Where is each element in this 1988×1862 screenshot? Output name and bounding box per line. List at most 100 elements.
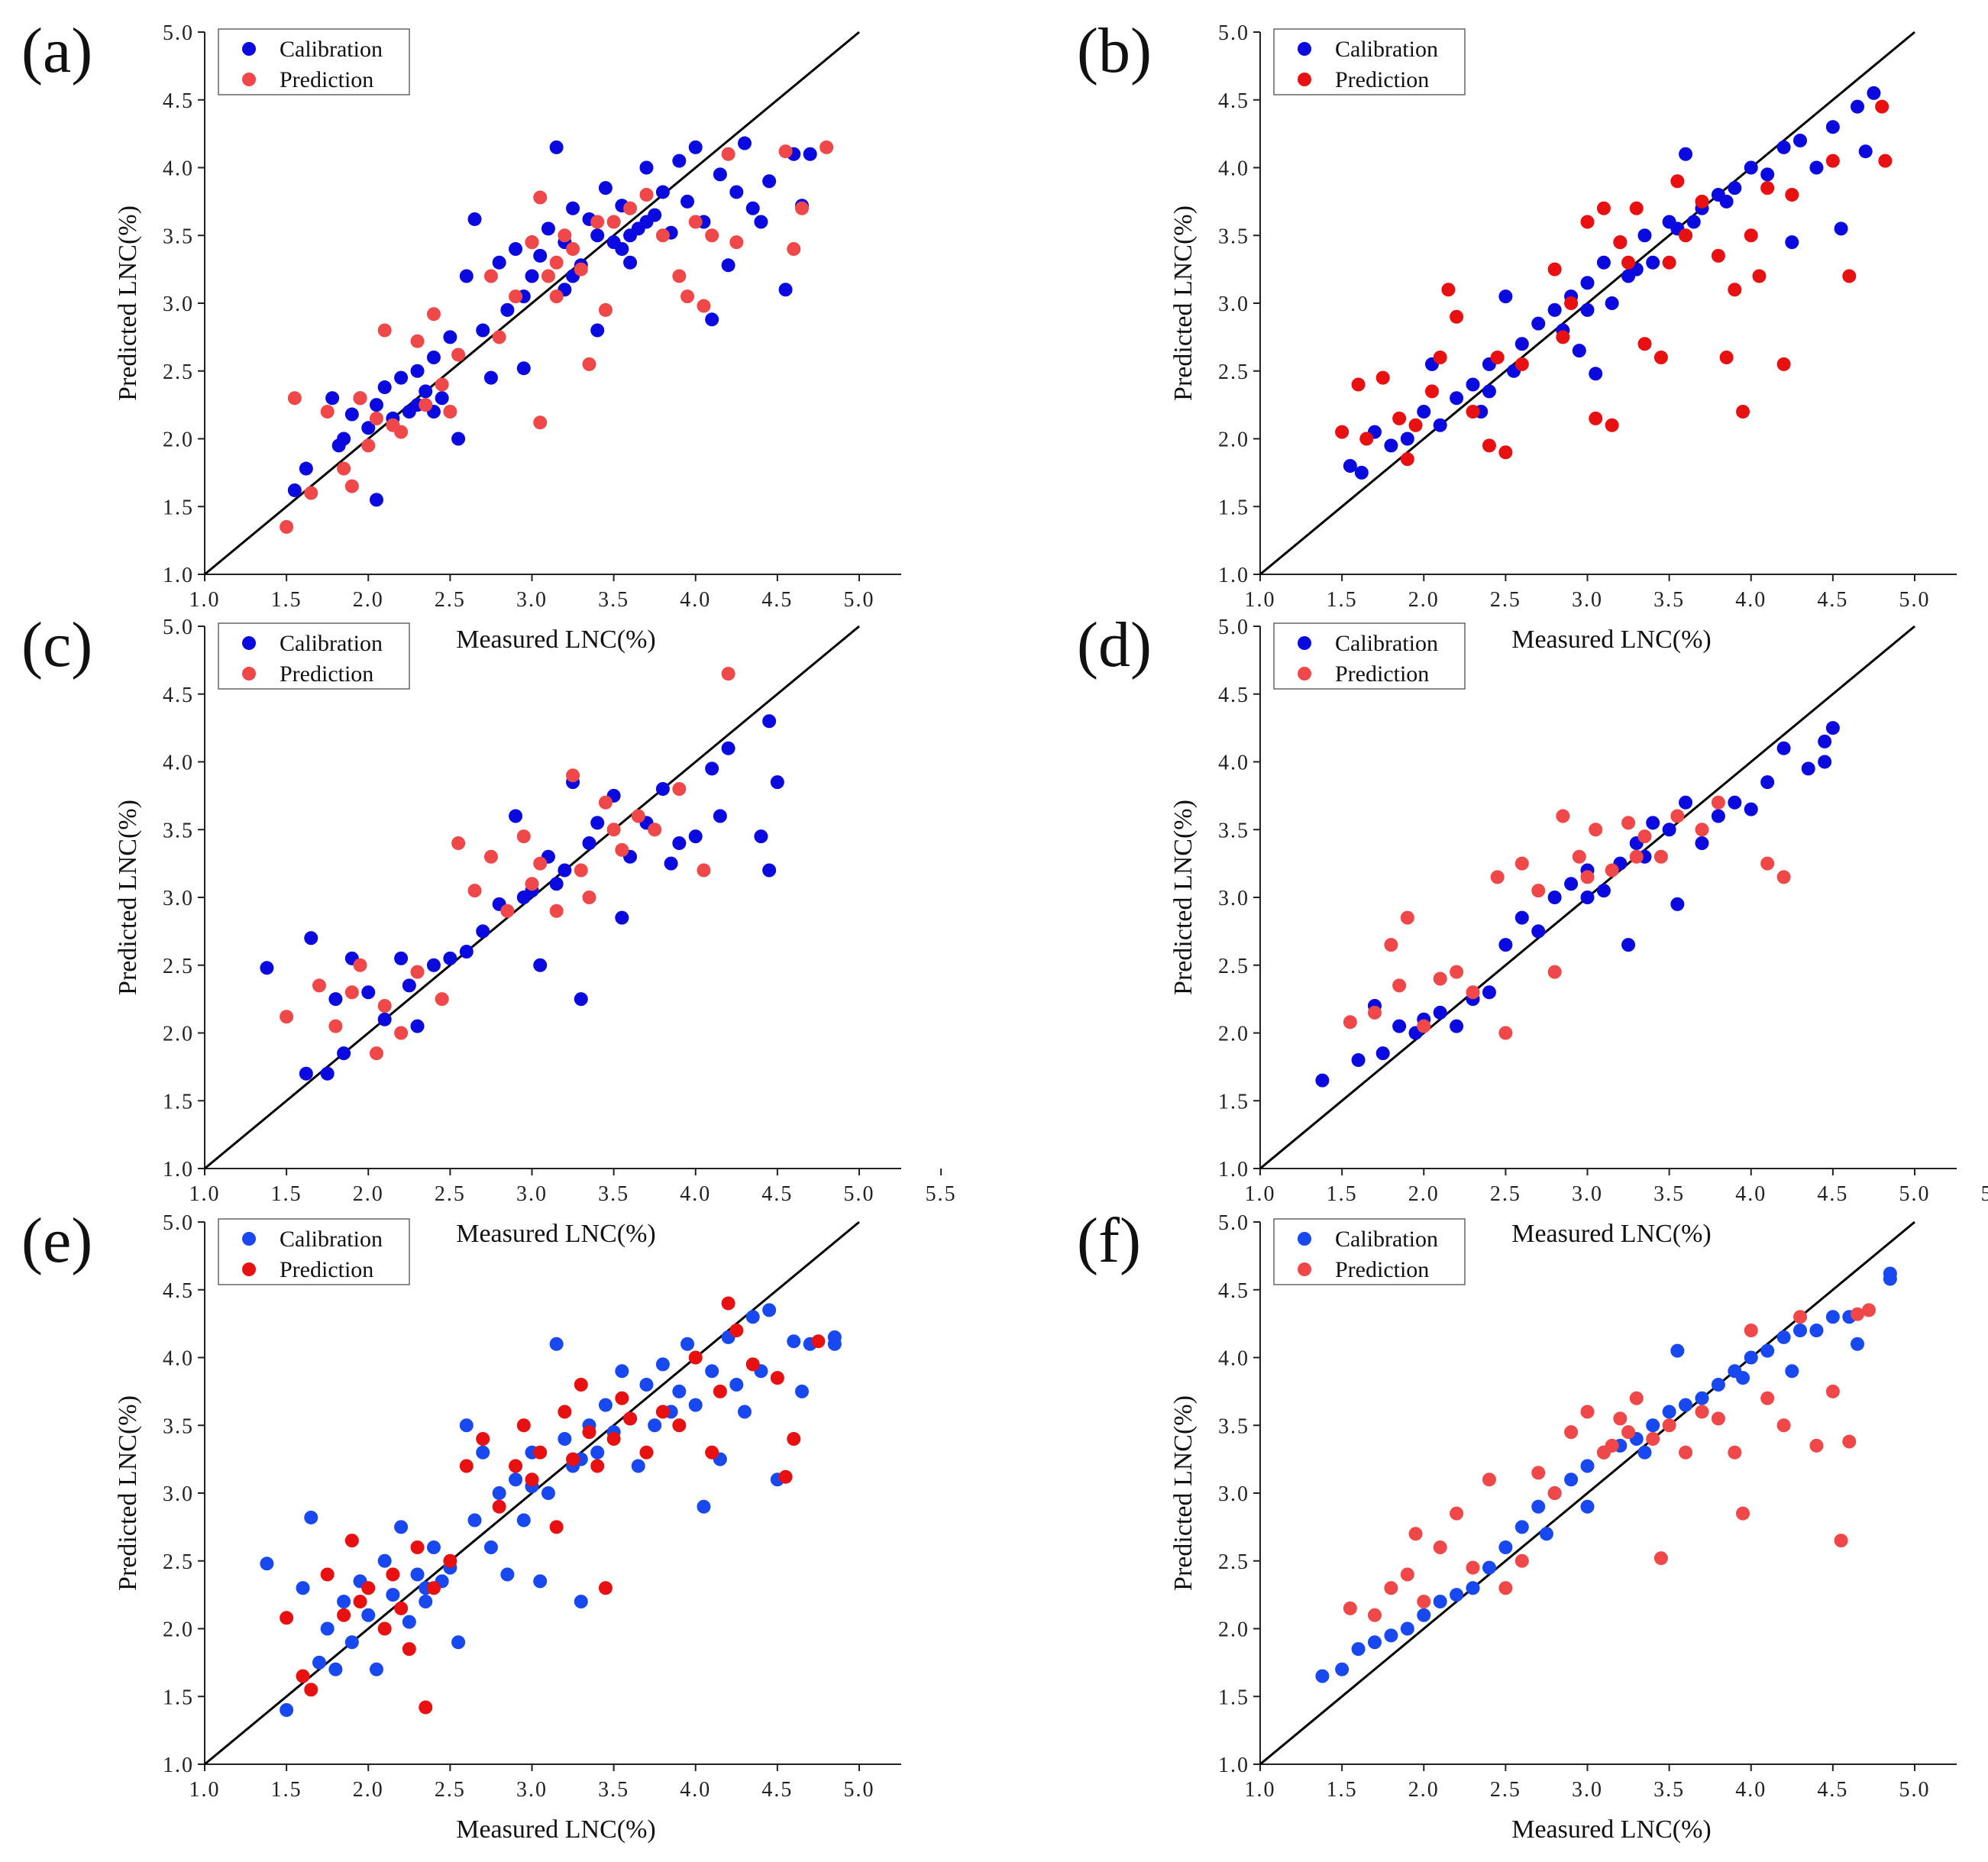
x-tick-label: 3.5	[1653, 588, 1685, 612]
prediction-point	[337, 1608, 351, 1622]
calibration-point	[451, 432, 466, 446]
prediction-point	[770, 1371, 784, 1385]
x-tick-label: 1.5	[271, 1182, 302, 1206]
calibration-point	[1315, 1073, 1330, 1088]
calibration-point	[1580, 1459, 1595, 1473]
prediction-point	[745, 1357, 760, 1372]
panel-label: (e)	[21, 1205, 92, 1276]
x-tick-label: 1.5	[271, 1778, 302, 1802]
calibration-point	[1711, 809, 1725, 823]
y-tick-label: 4.5	[163, 89, 194, 113]
prediction-point	[606, 823, 621, 837]
calibration-point	[361, 1608, 376, 1622]
prediction-point	[1736, 1506, 1750, 1521]
calibration-point	[1719, 194, 1734, 209]
y-tick-label: 5.0	[1218, 616, 1249, 639]
calibration-point	[509, 809, 523, 823]
x-tick-label: 5.0	[1899, 588, 1931, 612]
prediction-point	[1711, 795, 1725, 810]
legend: Calibration Prediction	[218, 1218, 410, 1285]
legend-marker-prediction	[1298, 667, 1311, 680]
x-axis-title: Measured LNC(%)	[1511, 1220, 1712, 1248]
prediction-point	[344, 1534, 359, 1548]
calibration-point	[344, 407, 359, 422]
prediction-point	[1776, 870, 1791, 884]
prediction-point	[377, 1621, 392, 1636]
calibration-point	[1637, 228, 1652, 243]
prediction-point	[483, 849, 498, 864]
y-axis-title: Predicted LNC(%)	[1169, 1395, 1198, 1591]
calibration-point	[541, 1486, 555, 1500]
x-tick-label: 3.5	[598, 588, 629, 612]
legend-marker-prediction	[242, 667, 256, 680]
calibration-point	[697, 1499, 711, 1514]
calibration-point	[1776, 1330, 1791, 1344]
prediction-point	[1596, 201, 1611, 215]
prediction-point	[1441, 283, 1456, 297]
prediction-point	[1375, 370, 1390, 385]
prediction-point	[615, 1391, 629, 1405]
prediction-point	[566, 1452, 580, 1466]
calibration-point	[361, 421, 376, 435]
prediction-point	[598, 795, 613, 810]
x-tick-label: 2.0	[353, 1182, 384, 1206]
calibration-point	[1466, 377, 1480, 392]
prediction-point	[1367, 1005, 1382, 1020]
prediction-point	[1498, 445, 1513, 460]
calibration-point	[467, 212, 482, 226]
x-tick-label: 3.5	[1653, 1182, 1685, 1206]
calibration-point	[1793, 134, 1808, 147]
prediction-point	[1605, 1438, 1619, 1453]
calibration-point	[509, 242, 523, 256]
prediction-point	[1424, 384, 1439, 399]
calibration-point	[312, 1655, 326, 1670]
prediction-point	[525, 235, 539, 250]
prediction-point	[476, 1432, 490, 1446]
prediction-point	[394, 1026, 409, 1040]
y-axis-title: Predicted LNC(%)	[1169, 205, 1198, 401]
calibration-point	[1662, 823, 1676, 837]
prediction-point	[1752, 269, 1767, 283]
calibration-point	[787, 1334, 801, 1349]
calibration-point	[688, 1398, 703, 1412]
prediction-point	[1589, 823, 1603, 837]
calibration-point	[1417, 1608, 1431, 1622]
prediction-point	[1547, 1486, 1562, 1500]
calibration-point	[525, 269, 539, 283]
calibration-point	[1793, 1324, 1808, 1337]
prediction-point	[598, 302, 613, 317]
calibration-point	[1433, 1005, 1447, 1020]
x-tick-label: 1.5	[1327, 588, 1358, 612]
prediction-point	[419, 1700, 433, 1715]
x-tick-label: 1.5	[1327, 1778, 1358, 1802]
x-axis-title: Measured LNC(%)	[1511, 626, 1712, 654]
prediction-point	[353, 958, 367, 972]
calibration-point	[320, 1621, 335, 1636]
panel-label: (c)	[21, 609, 92, 680]
prediction-point	[1589, 411, 1603, 425]
prediction-point	[1572, 849, 1586, 864]
prediction-point	[648, 823, 662, 837]
calibration-point	[1531, 316, 1546, 331]
calibration-point	[1343, 459, 1357, 473]
x-tick-label: 3.0	[1572, 1182, 1603, 1206]
calibration-point	[459, 269, 474, 283]
calibration-point	[337, 1595, 351, 1608]
prediction-point	[1646, 1432, 1660, 1446]
prediction-point	[1384, 1581, 1398, 1595]
panel-label: (a)	[21, 15, 92, 86]
prediction-point	[320, 405, 335, 419]
y-tick-label: 1.0	[1218, 1754, 1249, 1777]
legend: Calibration Prediction	[1273, 622, 1466, 690]
prediction-point	[549, 289, 564, 304]
prediction-point	[549, 904, 564, 918]
calibration-point	[533, 248, 548, 263]
x-axis-title: Measured LNC(%)	[456, 1220, 656, 1248]
calibration-point	[1728, 795, 1742, 810]
prediction-point	[533, 856, 548, 871]
prediction-point	[795, 201, 810, 215]
y-tick-label: 4.5	[1218, 89, 1249, 113]
x-tick-label: 5.0	[844, 1182, 875, 1206]
y-tick-label: 4.5	[163, 684, 194, 707]
calibration-point	[1400, 432, 1414, 446]
